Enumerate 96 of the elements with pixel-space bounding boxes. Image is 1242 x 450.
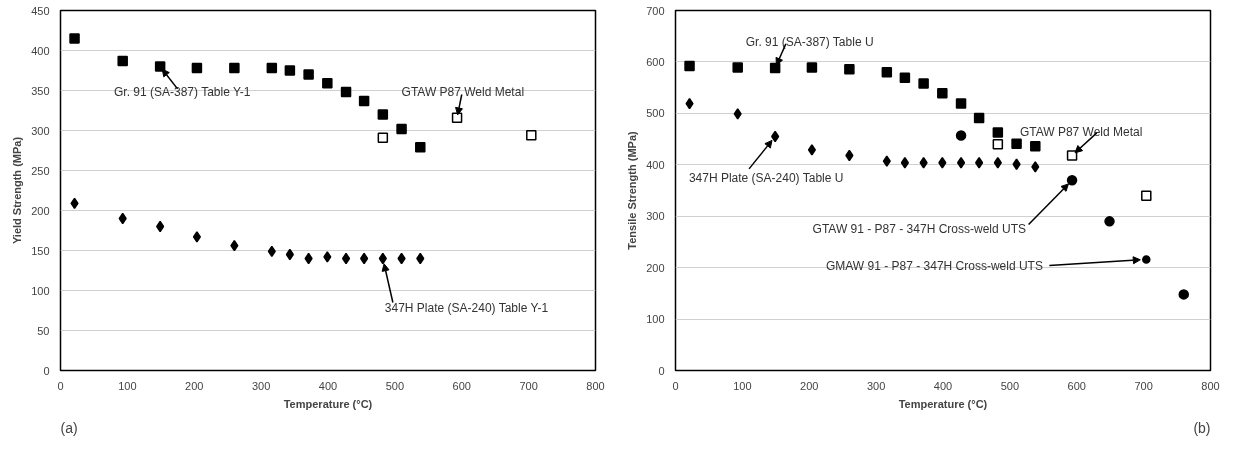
point: [322, 78, 333, 89]
y-tick-label: 600: [646, 55, 665, 68]
point: [844, 63, 855, 75]
point: [1030, 141, 1041, 152]
annotation: GTAW P87 Weld Metal: [401, 85, 525, 100]
x-tick-label: 0: [57, 379, 64, 392]
y-tick-label: 500: [646, 107, 665, 120]
point: [899, 72, 911, 84]
x-tick-label: 600: [1067, 379, 1086, 392]
annotation: GMAW 91 - P87 - 347H Cross-weld UTS: [825, 258, 1043, 273]
annotation: GTAW 91 - P87 - 347H Cross-weld UTS: [812, 222, 1026, 237]
x-tick-label: 600: [452, 379, 471, 392]
x-tick-label: 100: [733, 379, 752, 392]
point: [415, 142, 426, 153]
y-tick-label: 100: [646, 313, 665, 326]
point: [526, 130, 537, 141]
text: (b): [1193, 419, 1211, 436]
point: [684, 60, 695, 72]
y-tick-label: 350: [31, 84, 50, 97]
point: [881, 66, 893, 78]
point: [1066, 150, 1078, 161]
y-tick-label: 0: [43, 364, 50, 377]
x-tick-label: 0: [672, 379, 679, 392]
point: [154, 61, 166, 72]
point: [358, 95, 370, 107]
point: [732, 62, 743, 73]
y-axis-title: Tensile Strength (MPa): [626, 130, 639, 250]
point: [303, 69, 314, 80]
x-tick-label: 200: [800, 379, 819, 392]
point: [973, 112, 985, 124]
x-tick-label: 700: [519, 379, 538, 392]
point: [882, 155, 891, 167]
point: [992, 138, 1004, 150]
y-tick-label: 100: [31, 284, 50, 297]
x-tick-label: 800: [586, 379, 605, 392]
y-tick-label: 300: [31, 124, 50, 137]
annotation: GTAW P87 Weld Metal: [1019, 125, 1143, 140]
point: [937, 88, 948, 99]
y-tick-label: 450: [31, 4, 50, 17]
point: [807, 144, 817, 156]
point: [956, 156, 966, 169]
annotation: 347H Plate (SA-240) Table Y-1: [384, 301, 549, 316]
point: [806, 62, 818, 73]
point: [955, 130, 967, 141]
annotation: Gr. 91 (SA-387) Table U: [745, 35, 874, 50]
annotation: 347H Plate (SA-240) Table U: [688, 170, 844, 185]
x-tick-label: 400: [933, 379, 953, 392]
text: (a): [60, 419, 78, 436]
point: [992, 127, 1004, 138]
y-tick-label: 200: [31, 204, 50, 217]
y-tick-label: 150: [31, 244, 50, 257]
point: [340, 86, 352, 98]
point: [955, 98, 967, 109]
point: [229, 62, 240, 74]
point: [323, 251, 332, 263]
x-tick-label: 300: [251, 379, 271, 392]
x-tick-label: 700: [1134, 379, 1153, 392]
annotation: Gr. 91 (SA-387) Table Y-1: [114, 85, 251, 100]
x-axis-title: Temperature (°C): [283, 397, 373, 410]
point: [377, 109, 389, 120]
point: [284, 65, 296, 76]
point: [1011, 138, 1022, 149]
point: [733, 108, 742, 120]
point: [69, 33, 80, 44]
x-tick-label: 300: [866, 379, 886, 392]
point: [1178, 289, 1189, 300]
point: [191, 62, 203, 74]
y-axis-title: Yield Strength (MPa): [11, 136, 24, 245]
point: [396, 123, 407, 135]
x-tick-label: 100: [118, 379, 137, 392]
y-tick-label: 250: [31, 164, 50, 177]
x-axis-title: Temperature (°C): [898, 397, 988, 410]
point: [1066, 174, 1078, 186]
y-tick-label: 400: [31, 44, 50, 57]
x-tick-label: 200: [185, 379, 204, 392]
point: [918, 78, 929, 89]
point: [1031, 161, 1040, 173]
x-tick-label: 500: [385, 379, 405, 392]
point: [1104, 216, 1115, 227]
y-tick-label: 50: [37, 324, 50, 337]
point: [117, 55, 128, 67]
y-tick-label: 700: [646, 4, 665, 17]
y-tick-label: 0: [658, 364, 665, 377]
point: [341, 252, 351, 265]
y-tick-label: 400: [646, 158, 665, 171]
y-tick-label: 200: [646, 261, 665, 274]
point: [1141, 190, 1152, 201]
point: [451, 112, 463, 123]
x-tick-label: 500: [1000, 379, 1020, 392]
x-tick-label: 400: [318, 379, 338, 392]
point: [266, 62, 278, 74]
point: [1142, 255, 1151, 264]
point: [192, 231, 202, 243]
point: [377, 132, 389, 143]
x-tick-label: 800: [1201, 379, 1220, 392]
y-tick-label: 300: [646, 210, 665, 223]
